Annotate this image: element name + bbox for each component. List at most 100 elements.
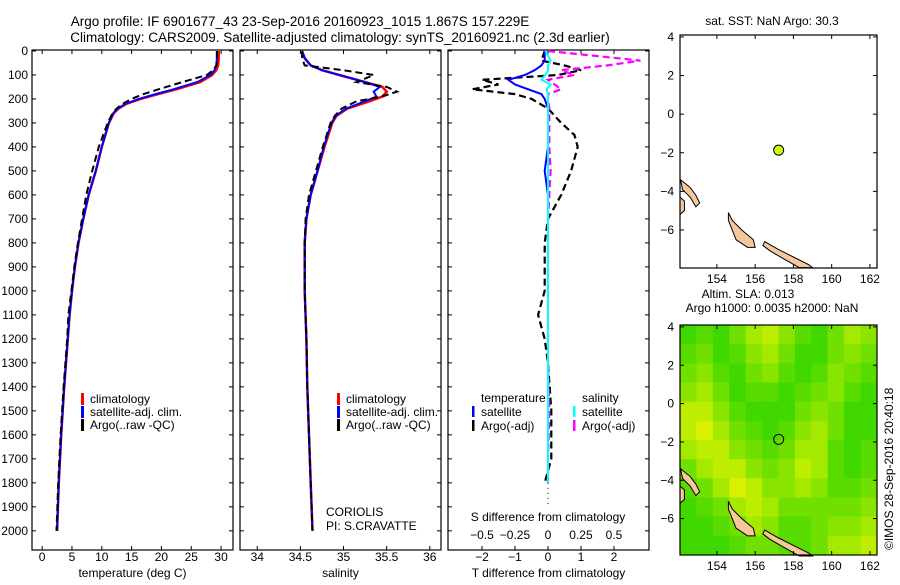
heatmap-cell bbox=[794, 440, 812, 460]
legend-label: satellite-adj. clim. bbox=[346, 405, 438, 419]
heatmap-cell bbox=[844, 459, 862, 479]
y-tick-label: 1100 bbox=[2, 308, 28, 322]
heatmap-cell bbox=[860, 363, 878, 383]
heatmap-cell bbox=[712, 535, 730, 556]
island bbox=[679, 178, 701, 208]
heatmap-cell bbox=[778, 478, 796, 498]
legend-label: climatology bbox=[346, 392, 406, 406]
salinity-legend: climatology satellite-adj. clim. Argo(..… bbox=[337, 392, 438, 432]
heatmap-cell bbox=[827, 420, 845, 441]
heatmap-cell bbox=[794, 516, 812, 537]
x-tick-label: 34 bbox=[251, 550, 265, 564]
argo-location-marker bbox=[773, 144, 785, 156]
island bbox=[679, 196, 685, 216]
heatmap-cell bbox=[696, 478, 714, 498]
heatmap-cell bbox=[762, 344, 779, 364]
heatmap-cell bbox=[680, 344, 697, 364]
legend-swatch-temp-argo bbox=[472, 420, 475, 431]
salinity-series-2 bbox=[301, 51, 400, 531]
legend-swatch-satellite bbox=[337, 406, 340, 418]
heatmap-cell bbox=[844, 325, 862, 345]
heatmap-cell bbox=[860, 344, 878, 364]
legend-label: satellite bbox=[481, 405, 522, 419]
x-tick-label: 160 bbox=[822, 559, 842, 573]
heatmap-cell bbox=[827, 382, 845, 403]
heatmap-cell bbox=[712, 478, 730, 498]
heatmap-cell bbox=[696, 420, 714, 441]
heatmap-cell bbox=[762, 325, 779, 345]
heatmap-cell bbox=[794, 459, 812, 479]
x-tick-label: 10 bbox=[95, 550, 109, 564]
heatmap-cell bbox=[844, 535, 862, 556]
legend-label: Argo(..raw -QC) bbox=[346, 418, 431, 432]
figure-title-line1: Argo profile: IF 6901677_43 23-Sep-2016 … bbox=[71, 14, 530, 29]
heatmap-cell bbox=[860, 459, 878, 479]
plot-area: 0 5 10 15 20 25 300100200300400500600700800900… bbox=[1, 30, 880, 580]
sst-map-title: sat. SST: NaN Argo: 30.3 bbox=[705, 14, 839, 28]
heatmap-cell bbox=[729, 401, 747, 422]
heatmap-cell bbox=[712, 420, 730, 441]
x-tick-label: 154 bbox=[707, 559, 727, 573]
heatmap-cell bbox=[860, 516, 878, 537]
y-tick-label: 100 bbox=[8, 68, 28, 82]
heatmap-cell bbox=[860, 382, 878, 403]
heatmap-cell bbox=[844, 420, 862, 441]
y-tick-label: 1900 bbox=[1, 500, 28, 514]
data-centre-label: CORIOLIS bbox=[326, 505, 383, 519]
heatmap-cell bbox=[729, 382, 747, 403]
heatmap-cell bbox=[762, 382, 779, 403]
heatmap-cell bbox=[729, 420, 747, 441]
salinity-axes bbox=[239, 49, 442, 551]
y-tick-label: 4 bbox=[667, 320, 674, 334]
heatmap-cell bbox=[860, 440, 878, 460]
heatmap-cell bbox=[778, 440, 796, 460]
legend-label: Argo(-adj) bbox=[582, 419, 635, 433]
heatmap-cell bbox=[778, 344, 796, 364]
heatmap-cell bbox=[778, 382, 796, 403]
island bbox=[679, 467, 701, 497]
heatmap-cell bbox=[712, 344, 730, 364]
heatmap-cell bbox=[696, 401, 714, 422]
heatmap-cell bbox=[844, 478, 862, 498]
y-tick-label: 500 bbox=[8, 164, 28, 178]
heatmap-cell bbox=[680, 535, 697, 556]
y-tick-label: 1300 bbox=[1, 356, 28, 370]
heatmap-cell bbox=[827, 325, 845, 345]
s-diff-tick-label: −0.25 bbox=[500, 528, 531, 542]
sal-satellite-diff bbox=[539, 50, 553, 483]
heatmap-cell bbox=[680, 401, 697, 422]
heatmap-cell bbox=[745, 478, 763, 498]
x-tick-label: 162 bbox=[860, 272, 880, 286]
sla-map bbox=[679, 325, 878, 557]
sla-map-axes bbox=[679, 324, 878, 556]
heatmap-cell bbox=[778, 459, 796, 479]
heatmap-cell bbox=[680, 420, 697, 441]
heatmap-cell bbox=[811, 363, 829, 383]
legend-swatch-climatology bbox=[337, 393, 340, 405]
sla-map-title-line1: Altim. SLA: 0.013 bbox=[702, 287, 795, 301]
legend-label: Argo(..raw -QC) bbox=[90, 418, 175, 432]
legend-swatch-sal-argo bbox=[573, 420, 576, 431]
heatmap-cell bbox=[827, 497, 845, 518]
x-tick-label: 0 bbox=[545, 550, 552, 564]
legend-swatch-satellite bbox=[81, 406, 84, 418]
y-tick-label: 1000 bbox=[1, 284, 28, 298]
heatmap-cell bbox=[860, 325, 878, 345]
temperature-series-2 bbox=[55, 51, 218, 531]
heatmap-cell bbox=[745, 401, 763, 422]
heatmap-cell bbox=[696, 344, 714, 364]
y-tick-label: −6 bbox=[660, 512, 674, 526]
heatmap-cell bbox=[811, 459, 829, 479]
heatmap-cell bbox=[712, 325, 730, 345]
y-tick-label: 2 bbox=[667, 358, 674, 372]
salinity-series-0 bbox=[300, 50, 389, 531]
difference-xlabel: T difference from climatology bbox=[472, 566, 626, 580]
y-tick-label: −2 bbox=[660, 146, 674, 160]
legend-title-temperature: temperature bbox=[481, 391, 546, 405]
y-tick-label: 200 bbox=[8, 92, 28, 106]
heatmap-cell bbox=[778, 516, 796, 537]
heatmap-cell bbox=[680, 497, 697, 518]
heatmap-cell bbox=[762, 363, 779, 383]
heatmap-cell bbox=[811, 325, 829, 345]
sla-map-title-line2: Argo h1000: 0.0035 h2000: NaN bbox=[686, 301, 859, 315]
